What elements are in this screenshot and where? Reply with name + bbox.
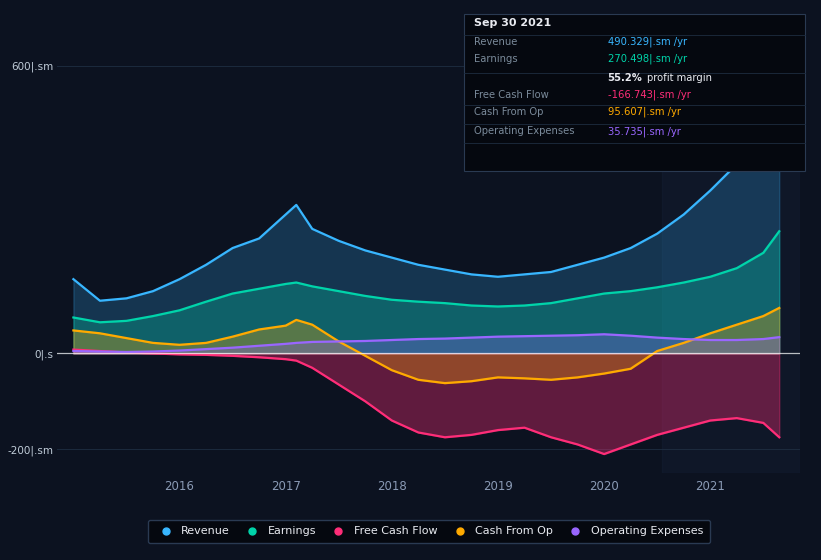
Text: -166.743|.sm /yr: -166.743|.sm /yr xyxy=(608,90,690,100)
Text: 95.607|.sm /yr: 95.607|.sm /yr xyxy=(608,107,681,117)
Bar xyxy=(663,42,800,473)
Text: 270.498|.sm /yr: 270.498|.sm /yr xyxy=(608,54,686,64)
Text: Operating Expenses: Operating Expenses xyxy=(474,127,574,137)
Text: Sep 30 2021: Sep 30 2021 xyxy=(474,18,551,29)
Text: Earnings: Earnings xyxy=(474,54,517,64)
Legend: Revenue, Earnings, Free Cash Flow, Cash From Op, Operating Expenses: Revenue, Earnings, Free Cash Flow, Cash … xyxy=(148,520,710,543)
Text: profit margin: profit margin xyxy=(647,73,712,83)
Text: Cash From Op: Cash From Op xyxy=(474,107,544,117)
Text: 35.735|.sm /yr: 35.735|.sm /yr xyxy=(608,127,681,137)
Text: 55.2%: 55.2% xyxy=(608,73,642,83)
Text: Revenue: Revenue xyxy=(474,37,517,47)
Text: 490.329|.sm /yr: 490.329|.sm /yr xyxy=(608,37,686,47)
Text: Free Cash Flow: Free Cash Flow xyxy=(474,90,548,100)
